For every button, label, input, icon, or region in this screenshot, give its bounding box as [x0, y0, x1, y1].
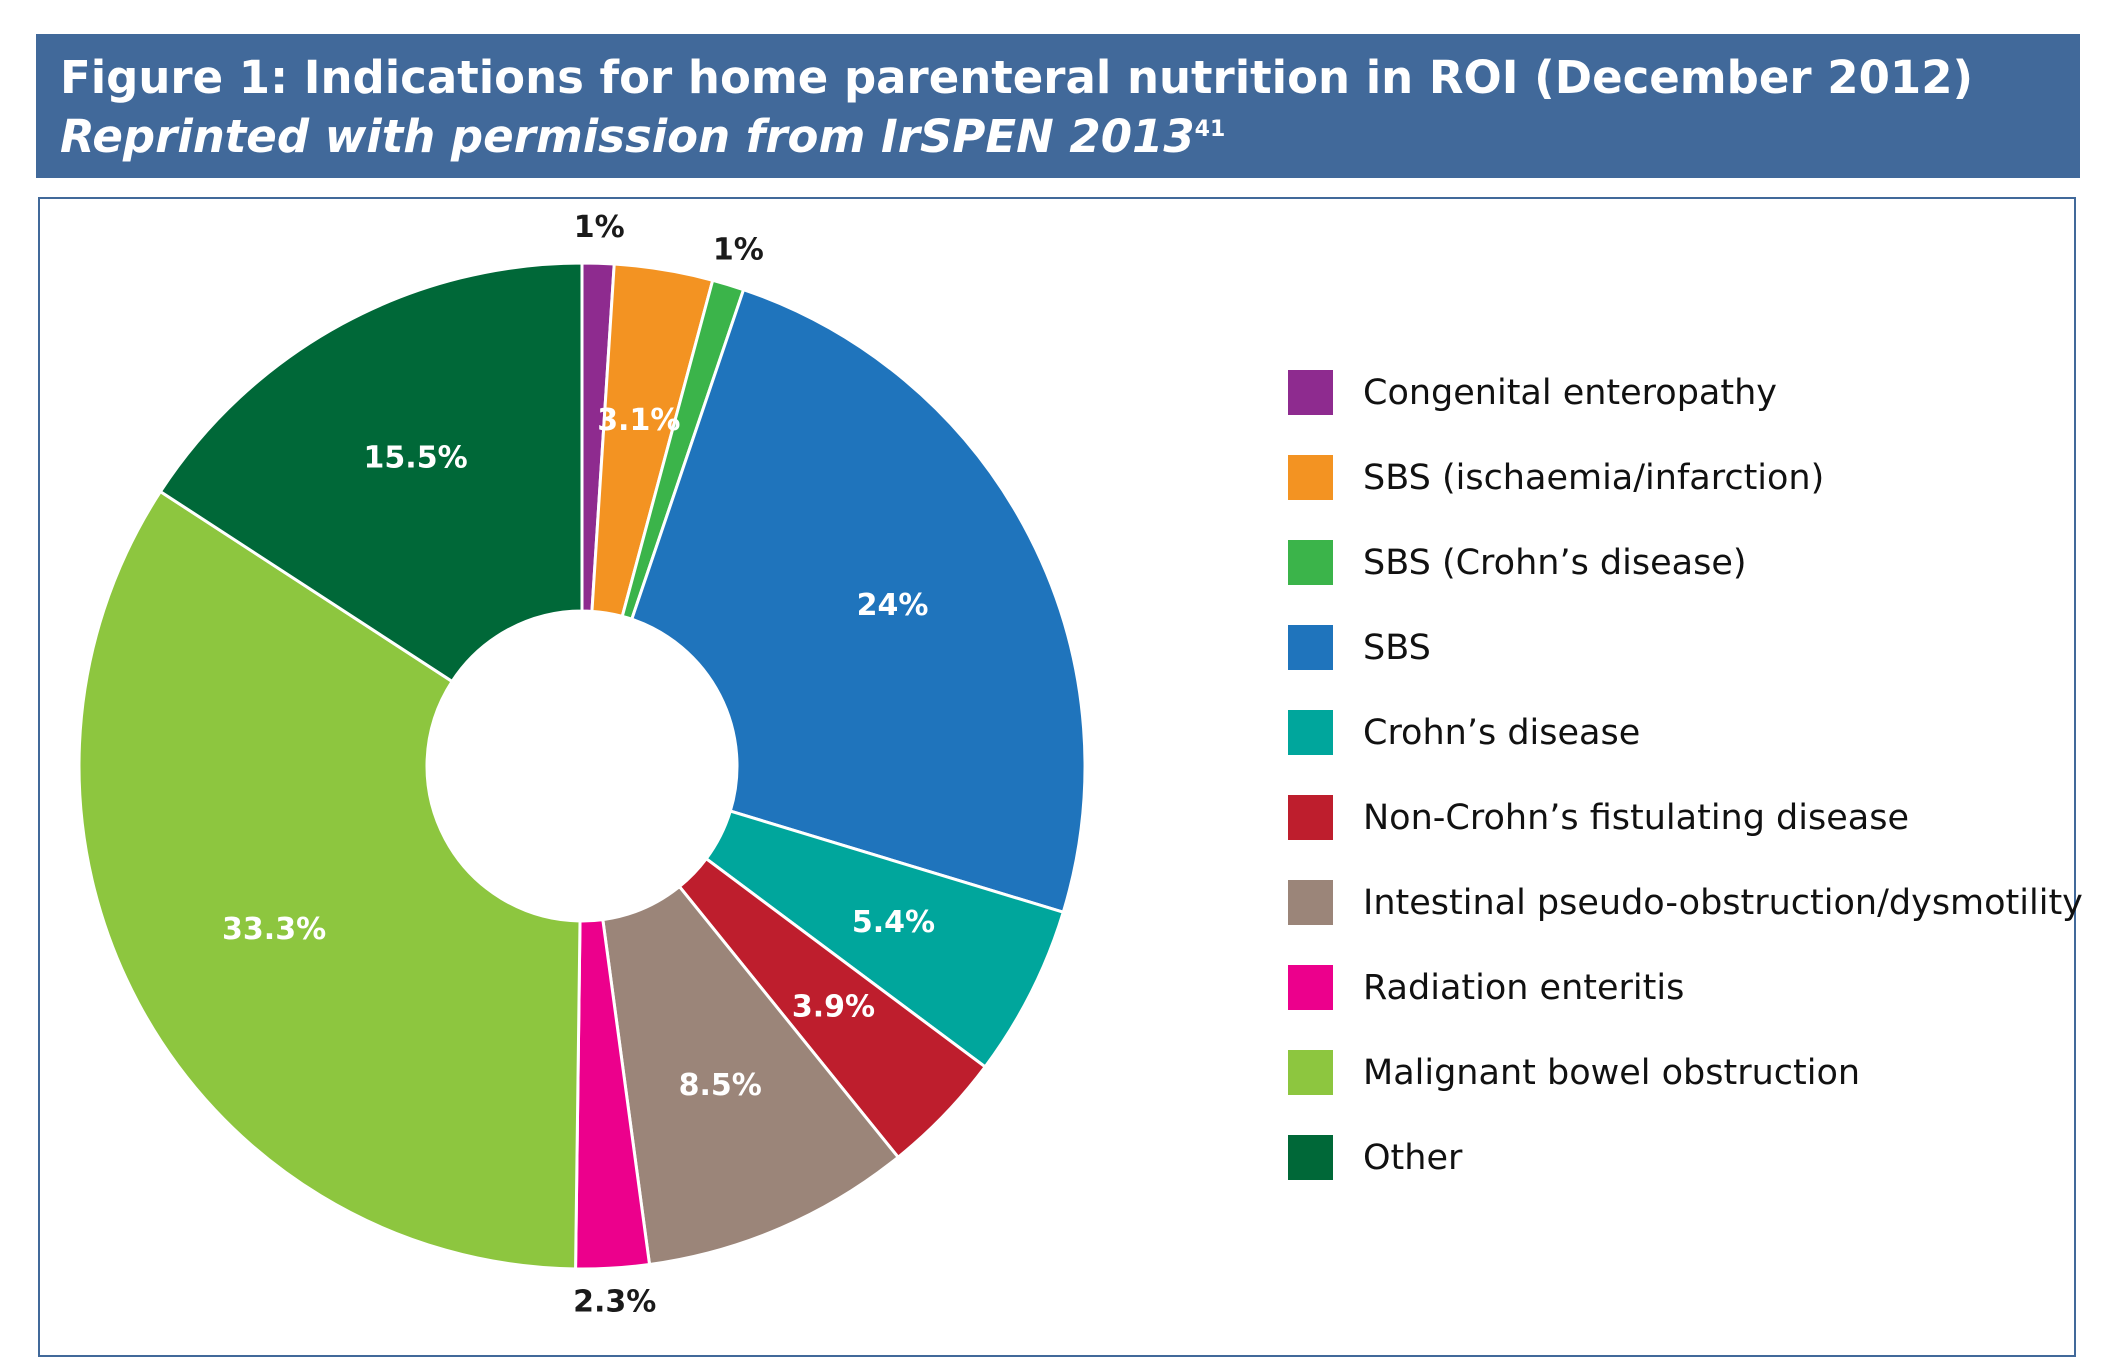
legend-swatch	[1288, 880, 1333, 925]
slice-label-intestinal-pseudo-obstruction-dysmotility: 8.5%	[679, 1068, 762, 1103]
slice-label-crohn-s-disease: 5.4%	[852, 905, 935, 940]
legend-label: SBS (ischaemia/infarction)	[1363, 458, 1825, 498]
figure-title-bold: Figure 1: Indications for home parentera…	[60, 51, 1974, 104]
legend-label: Crohn’s disease	[1363, 713, 1641, 753]
legend-swatch	[1288, 540, 1333, 585]
legend-swatch	[1288, 710, 1333, 755]
slice-label-non-crohn-s-fistulating-disease: 3.9%	[792, 990, 875, 1025]
pie-slice-sbs	[629, 287, 1087, 915]
figure-title-italic: Reprinted with permission from IrSPEN 20…	[60, 110, 1195, 163]
pie-slice-malignant-bowel-obstruction	[77, 489, 582, 1271]
pie-slice-intestinal-pseudo-obstruction-dysmotility	[601, 884, 901, 1267]
legend-swatch	[1288, 370, 1333, 415]
slice-label-sbs: 24%	[857, 588, 929, 623]
slice-label-radiation-enteritis: 2.3%	[573, 1285, 656, 1320]
legend-swatch	[1288, 1050, 1333, 1095]
slice-label-sbs-crohn-s-disease: 1%	[713, 233, 764, 268]
legend-swatch	[1288, 455, 1333, 500]
legend-label: Radiation enteritis	[1363, 968, 1685, 1008]
slice-label-sbs-ischaemia-infarction: 3.1%	[597, 403, 680, 438]
legend-label: Other	[1363, 1138, 1463, 1178]
pie-slice-other	[158, 261, 584, 684]
legend-label: Malignant bowel obstruction	[1363, 1053, 1861, 1093]
slice-label-other: 15.5%	[364, 441, 468, 476]
legend-label: Congenital enteropathy	[1363, 373, 1778, 413]
figure-title: Figure 1: Indications for home parentera…	[36, 34, 2080, 178]
legend-label: Non-Crohn’s fistulating disease	[1363, 798, 1909, 838]
legend-swatch	[1288, 1135, 1333, 1180]
legend-swatch	[1288, 625, 1333, 670]
slice-label-malignant-bowel-obstruction: 33.3%	[222, 912, 326, 947]
legend-label: Intestinal pseudo-obstruction/dysmotilit…	[1363, 883, 2083, 923]
figure-title-superscript: 41	[1194, 117, 1226, 142]
legend-swatch	[1288, 965, 1333, 1010]
slice-label-congenital-enteropathy: 1%	[574, 210, 625, 245]
legend-swatch	[1288, 795, 1333, 840]
legend-label: SBS	[1363, 628, 1431, 668]
legend-label: SBS (Crohn’s disease)	[1363, 543, 1747, 583]
